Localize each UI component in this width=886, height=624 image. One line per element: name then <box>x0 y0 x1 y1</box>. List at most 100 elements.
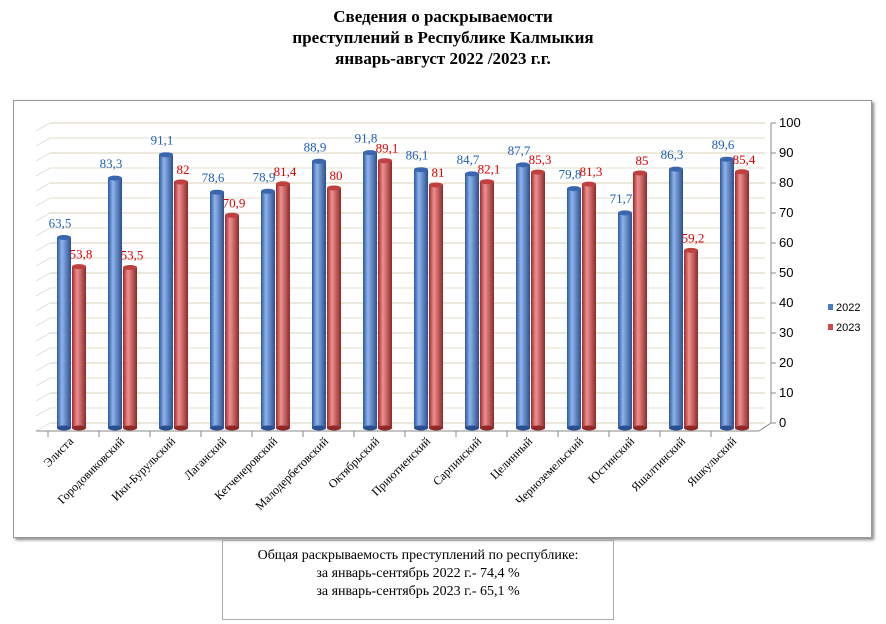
data-label-2023: 70,9 <box>223 195 246 210</box>
data-label-2022: 91,1 <box>151 133 174 148</box>
bar-top-2022 <box>108 175 122 181</box>
bar-chart: 0102030405060708090100Элиста63,553,8Горо… <box>35 115 860 513</box>
bar-2023 <box>276 183 290 428</box>
bar-bottom-2023 <box>633 425 647 431</box>
data-label-2022: 86,1 <box>406 148 429 163</box>
bar-bottom-2023 <box>72 425 86 431</box>
bar-top-2023 <box>633 170 647 176</box>
bar-top-2022 <box>669 166 683 172</box>
bar-bottom-2022 <box>720 425 734 431</box>
gridline-side <box>35 242 51 252</box>
data-label-2022: 89,6 <box>712 137 735 152</box>
data-label-2023: 53,8 <box>70 247 93 262</box>
legend-swatch <box>828 324 833 330</box>
bar-top-2023 <box>378 158 392 164</box>
bar-bottom-2022 <box>414 425 428 431</box>
bar-bottom-2023 <box>582 425 596 431</box>
y-tick-label: 30 <box>779 325 793 340</box>
bar-2023 <box>225 215 239 428</box>
bar-top-2022 <box>618 210 632 216</box>
bar-top-2022 <box>516 162 530 168</box>
bar-top-2022 <box>312 158 326 164</box>
bar-top-2023 <box>735 169 749 175</box>
data-label-2022: 84,7 <box>457 152 480 167</box>
bar-top-2022 <box>414 167 428 173</box>
y-tick-label: 10 <box>779 385 793 400</box>
data-label-2023: 81,4 <box>274 164 297 179</box>
bar-bottom-2022 <box>669 425 683 431</box>
bar-2023 <box>174 182 188 428</box>
bar-bottom-2023 <box>429 425 443 431</box>
bar-top-2022 <box>210 189 224 195</box>
bar-top-2023 <box>684 247 698 253</box>
bar-bottom-2022 <box>363 425 377 431</box>
data-label-2023: 80 <box>330 168 343 183</box>
chart-title: Сведения о раскрываемости преступлений в… <box>0 6 886 69</box>
bar-top-2022 <box>720 156 734 162</box>
bar-2023 <box>123 267 137 428</box>
bar-top-2023 <box>429 182 443 188</box>
gridline-side <box>35 227 51 237</box>
gridline-side <box>35 212 51 222</box>
summary-line-3: за январь-сентябрь 2023 г.- 65,1 % <box>316 584 520 599</box>
y-tick-label: 0 <box>779 415 786 430</box>
bar-bottom-2022 <box>618 425 632 431</box>
data-label-2022: 87,7 <box>508 143 531 158</box>
bar-2023 <box>378 160 392 428</box>
legend-label: 2023 <box>836 322 860 334</box>
x-tick-label: Сарпинский <box>430 434 485 489</box>
gridline-side <box>35 332 51 342</box>
title-line-1: Сведения о раскрываемости <box>333 7 553 26</box>
x-tick-label: Юстинский <box>585 434 638 487</box>
x-tick-label: Элиста <box>41 434 77 470</box>
y-tick-label: 20 <box>779 355 793 370</box>
data-label-2022: 63,5 <box>49 216 72 231</box>
data-label-2023: 85,3 <box>529 152 552 167</box>
bar-bottom-2022 <box>159 425 173 431</box>
bar-2022 <box>618 212 632 428</box>
data-label-2023: 81,3 <box>580 164 603 179</box>
bar-bottom-2023 <box>225 425 239 431</box>
bar-2022 <box>159 154 173 428</box>
gridline-side <box>35 167 51 177</box>
summary-box: Общая раскрываемость преступлений по рес… <box>222 540 614 620</box>
data-label-2023: 85 <box>636 153 649 168</box>
bar-2023 <box>480 181 494 428</box>
title-line-3: январь-август 2022 /2023 г.г. <box>335 49 551 68</box>
gridline-side <box>35 122 51 132</box>
bar-2022 <box>414 169 428 428</box>
x-tick-label: Яшкульский <box>684 434 739 489</box>
x-axis-depth <box>758 422 772 432</box>
gridline-side <box>35 302 51 312</box>
x-tick-label: Лаганский <box>181 434 230 483</box>
gridline-side <box>35 407 51 417</box>
gridline-side <box>35 347 51 357</box>
bar-top-2023 <box>531 169 545 175</box>
bar-2022 <box>210 192 224 428</box>
gridline-side <box>35 287 51 297</box>
bar-top-2022 <box>363 150 377 156</box>
gridline-side <box>35 257 51 267</box>
bar-top-2023 <box>582 181 596 187</box>
gridline-side <box>35 377 51 387</box>
legend-swatch <box>828 304 833 310</box>
bar-top-2023 <box>225 212 239 218</box>
summary-line-2: за январь-сентябрь 2022 г.- 74,4 % <box>316 566 520 581</box>
bar-bottom-2022 <box>312 425 326 431</box>
data-label-2022: 83,3 <box>100 156 123 171</box>
y-tick-label: 100 <box>779 115 801 130</box>
y-tick-label: 70 <box>779 205 793 220</box>
bar-top-2023 <box>327 185 341 191</box>
x-tick-label: Целинный <box>487 434 535 482</box>
data-label-2023: 85,4 <box>733 152 756 167</box>
bar-top-2022 <box>465 171 479 177</box>
bar-2022 <box>261 191 275 428</box>
bar-bottom-2023 <box>174 425 188 431</box>
bar-top-2023 <box>174 179 188 185</box>
y-tick-label: 90 <box>779 145 793 160</box>
bar-bottom-2023 <box>276 425 290 431</box>
gridline-side <box>35 317 51 327</box>
bar-2022 <box>108 178 122 428</box>
bar-top-2023 <box>480 179 494 185</box>
bar-bottom-2022 <box>108 425 122 431</box>
